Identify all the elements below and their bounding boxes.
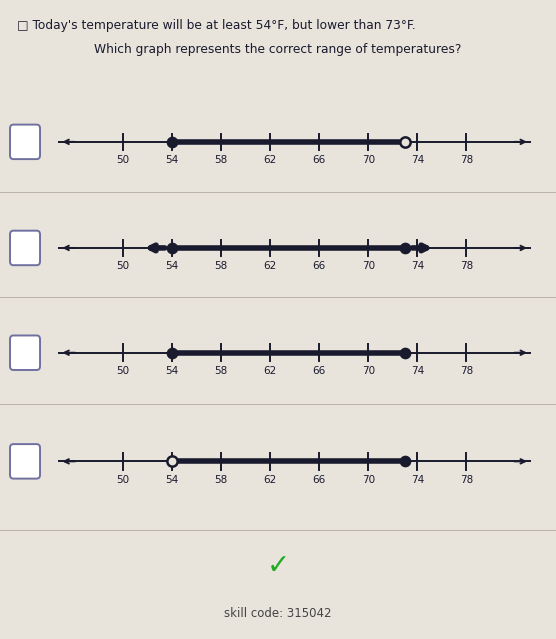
Text: 62: 62 — [264, 475, 277, 485]
Text: 62: 62 — [264, 261, 277, 272]
FancyBboxPatch shape — [10, 444, 40, 479]
Text: 62: 62 — [264, 366, 277, 376]
Text: 50: 50 — [116, 475, 130, 485]
Point — [401, 456, 410, 466]
Point — [167, 348, 176, 358]
Text: 62: 62 — [264, 155, 277, 166]
Point — [167, 456, 176, 466]
Text: 78: 78 — [460, 261, 473, 272]
Text: 74: 74 — [411, 261, 424, 272]
Text: 54: 54 — [165, 261, 178, 272]
Text: 70: 70 — [362, 366, 375, 376]
Text: 70: 70 — [362, 261, 375, 272]
Point — [401, 348, 410, 358]
Text: 70: 70 — [362, 475, 375, 485]
Bar — [0, 297, 556, 404]
Text: 54: 54 — [165, 155, 178, 166]
Text: 78: 78 — [460, 155, 473, 166]
Bar — [0, 192, 556, 297]
Text: 66: 66 — [312, 261, 326, 272]
Text: 74: 74 — [411, 475, 424, 485]
Text: 58: 58 — [215, 261, 228, 272]
Text: 74: 74 — [411, 155, 424, 166]
Text: 50: 50 — [116, 261, 130, 272]
Point — [401, 137, 410, 147]
Text: 54: 54 — [165, 366, 178, 376]
Text: skill code: 315042: skill code: 315042 — [224, 607, 332, 620]
Text: 70: 70 — [362, 155, 375, 166]
Bar — [0, 404, 556, 530]
Bar — [0, 86, 556, 192]
Point — [167, 137, 176, 147]
Text: 66: 66 — [312, 155, 326, 166]
Text: 54: 54 — [165, 475, 178, 485]
Point — [401, 243, 410, 253]
Text: 58: 58 — [215, 366, 228, 376]
Text: 74: 74 — [411, 366, 424, 376]
Text: Which graph represents the correct range of temperatures?: Which graph represents the correct range… — [95, 43, 461, 56]
Text: 58: 58 — [215, 475, 228, 485]
Text: 50: 50 — [116, 366, 130, 376]
Text: 58: 58 — [215, 155, 228, 166]
Text: 66: 66 — [312, 475, 326, 485]
Text: 78: 78 — [460, 475, 473, 485]
FancyBboxPatch shape — [10, 335, 40, 370]
Text: ✓: ✓ — [266, 551, 290, 580]
FancyBboxPatch shape — [10, 125, 40, 159]
Text: 50: 50 — [116, 155, 130, 166]
Point — [167, 243, 176, 253]
Text: 66: 66 — [312, 366, 326, 376]
Text: 78: 78 — [460, 366, 473, 376]
Text: □ Today's temperature will be at least 54°F, but lower than 73°F.: □ Today's temperature will be at least 5… — [17, 19, 415, 32]
FancyBboxPatch shape — [10, 231, 40, 265]
